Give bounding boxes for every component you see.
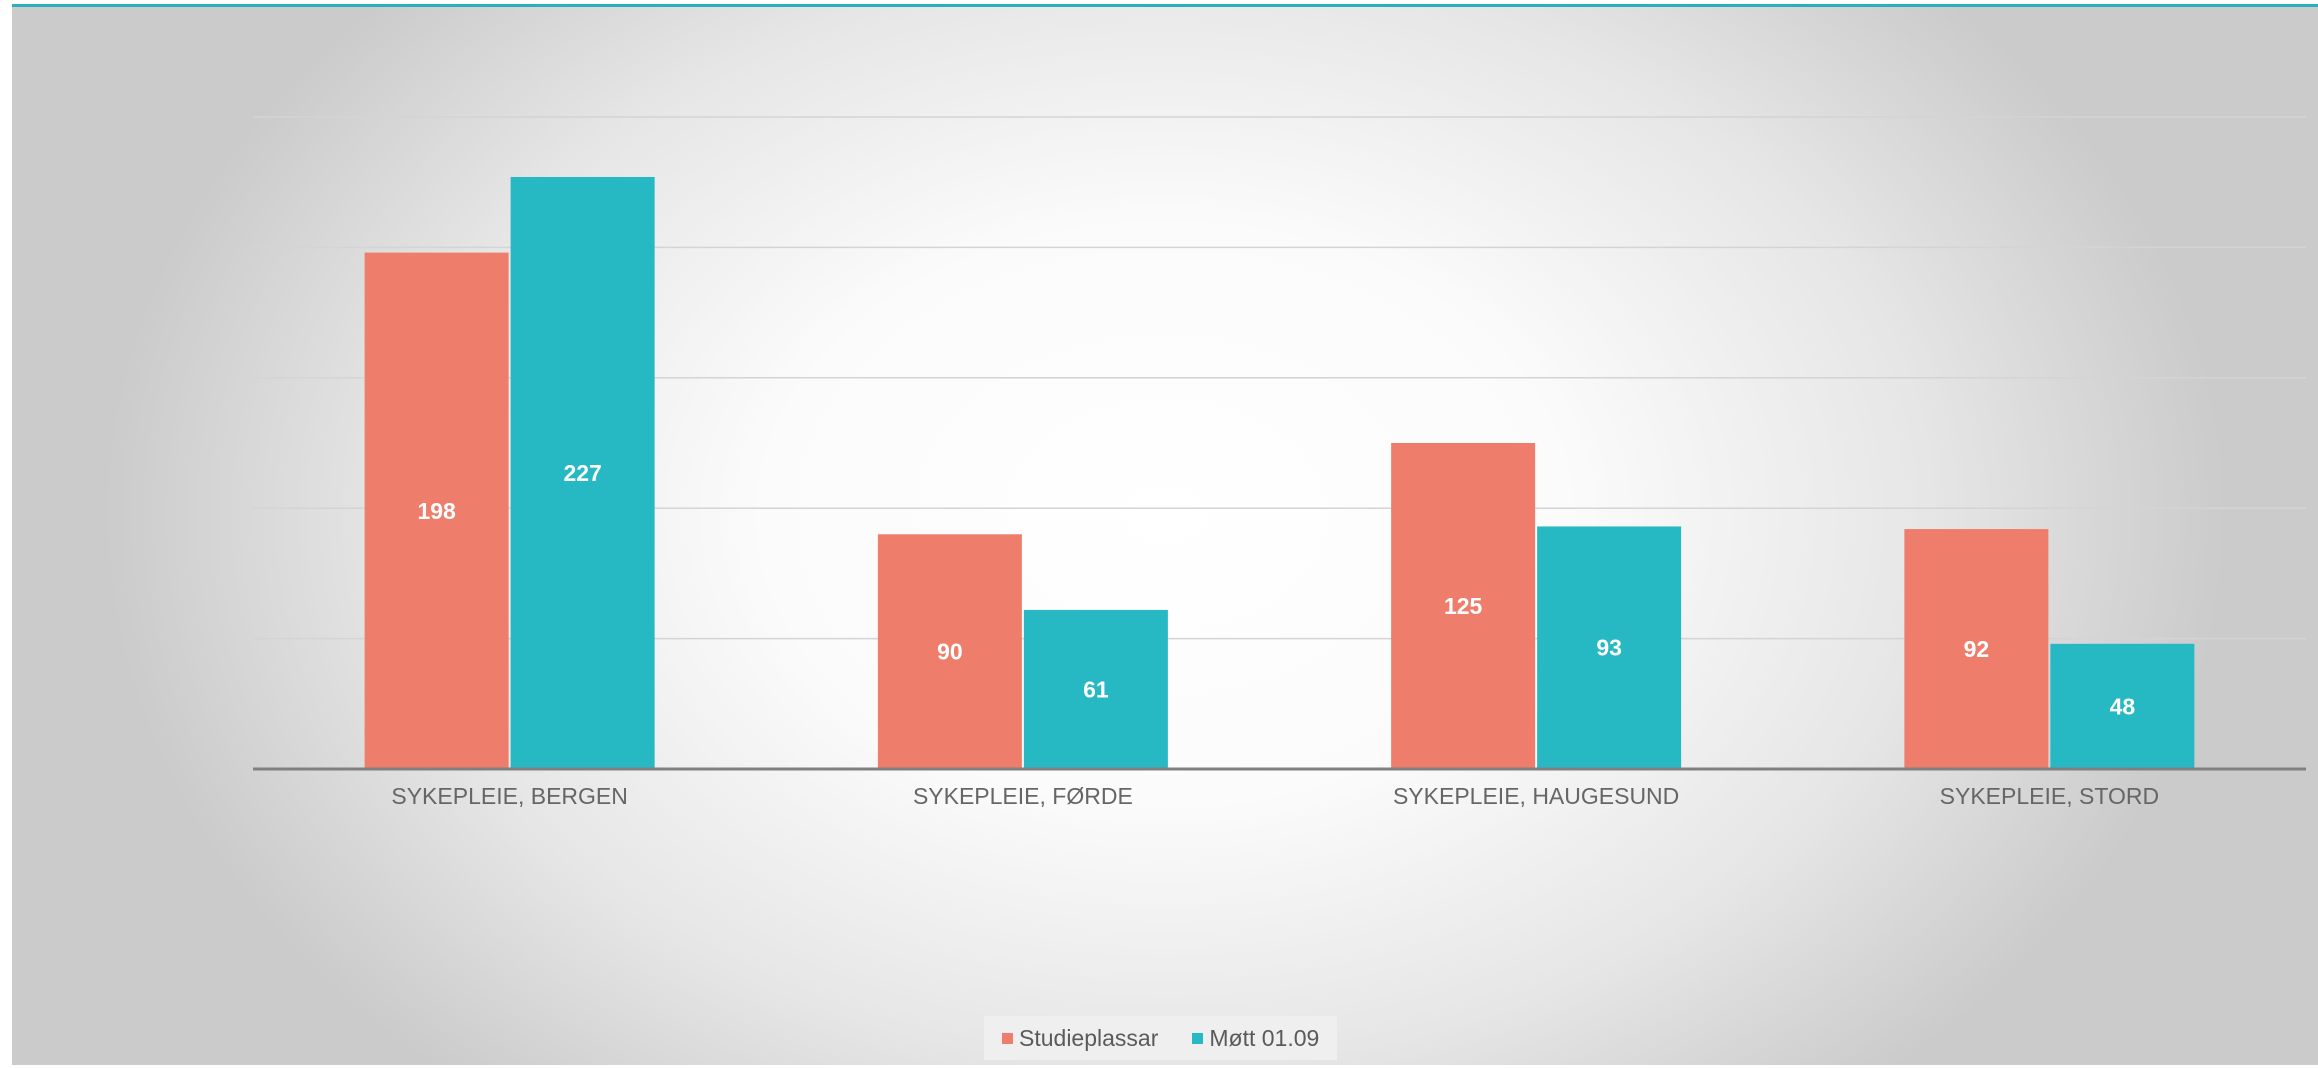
bar-series-2-1 <box>510 176 655 769</box>
chart-frame: 198 227 90 61 125 93 92 48 SYKEPLEIE, BERGEN SYK… <box>12 4 2318 1065</box>
bar-series-2-4 <box>2050 643 2195 769</box>
bar-series-2-3 <box>1537 526 1682 769</box>
legend-swatch-series-1 <box>1002 1032 1013 1044</box>
bar-series-1-3 <box>1391 443 1536 769</box>
category-label-4: SYKEPLEIE, STORD <box>1940 783 2159 809</box>
legend-item-series-2: Møtt 01.09 <box>1192 1025 1319 1052</box>
bars <box>364 176 2195 770</box>
legend-item-series-1: Studieplassar <box>1002 1025 1158 1052</box>
bar-series-1-2 <box>877 534 1022 769</box>
category-label-1: SYKEPLEIE, BERGEN <box>391 783 627 809</box>
category-labels: SYKEPLEIE, BERGEN SYKEPLEIE, FØRDE SYKEPLE… <box>391 783 2159 809</box>
legend-swatch-series-2 <box>1192 1032 1204 1044</box>
legend: Studieplassar Møtt 01.09 <box>984 1016 1338 1060</box>
category-label-2: SYKEPLEIE, FØRDE <box>913 783 1133 809</box>
data-label-series-1-2: 90 <box>937 639 963 665</box>
category-label-3: SYKEPLEIE, HAUGESUND <box>1393 783 1679 809</box>
data-label-series-1-4: 92 <box>1964 636 1990 662</box>
data-label-series-1-1: 198 <box>417 498 456 524</box>
data-labels: 198 227 90 61 125 93 92 48 <box>417 460 2135 719</box>
data-label-series-2-2: 61 <box>1083 676 1109 702</box>
bar-series-2-2 <box>1023 609 1168 769</box>
bar-series-1-1 <box>364 252 509 770</box>
legend-label-series-1: Studieplassar <box>1019 1024 1159 1051</box>
data-label-series-2-1: 227 <box>563 460 601 486</box>
bar-series-1-4 <box>1904 529 2049 769</box>
data-label-series-1-3: 125 <box>1444 593 1483 619</box>
data-label-series-2-3: 93 <box>1596 635 1622 661</box>
legend-label-series-2: Møtt 01.09 <box>1209 1024 1320 1051</box>
data-label-series-2-4: 48 <box>2110 693 2136 719</box>
